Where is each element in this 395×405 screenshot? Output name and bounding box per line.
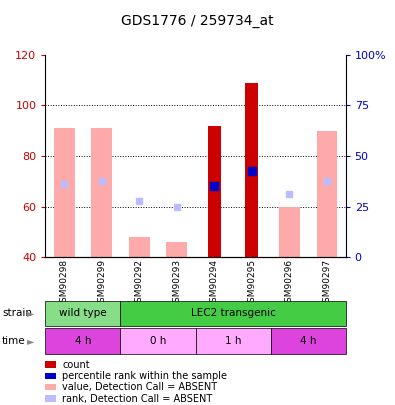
Bar — [166, 242, 187, 257]
Bar — [208, 126, 221, 257]
Text: 0 h: 0 h — [150, 336, 166, 346]
Text: strain: strain — [2, 308, 32, 318]
Text: time: time — [2, 336, 26, 346]
Text: count: count — [62, 360, 90, 369]
Text: 1 h: 1 h — [225, 336, 241, 346]
Bar — [245, 83, 258, 257]
Bar — [54, 128, 75, 257]
Bar — [316, 130, 337, 257]
Text: 4 h: 4 h — [300, 336, 316, 346]
Text: ►: ► — [27, 336, 34, 346]
Text: wild type: wild type — [59, 308, 107, 318]
Bar — [91, 128, 112, 257]
Text: rank, Detection Call = ABSENT: rank, Detection Call = ABSENT — [62, 394, 213, 403]
Bar — [129, 237, 150, 257]
Text: GDS1776 / 259734_at: GDS1776 / 259734_at — [121, 14, 274, 28]
Text: LEC2 transgenic: LEC2 transgenic — [191, 308, 275, 318]
Text: percentile rank within the sample: percentile rank within the sample — [62, 371, 228, 381]
Text: ►: ► — [27, 308, 34, 318]
Text: 4 h: 4 h — [75, 336, 91, 346]
Bar — [279, 207, 300, 257]
Text: value, Detection Call = ABSENT: value, Detection Call = ABSENT — [62, 382, 218, 392]
